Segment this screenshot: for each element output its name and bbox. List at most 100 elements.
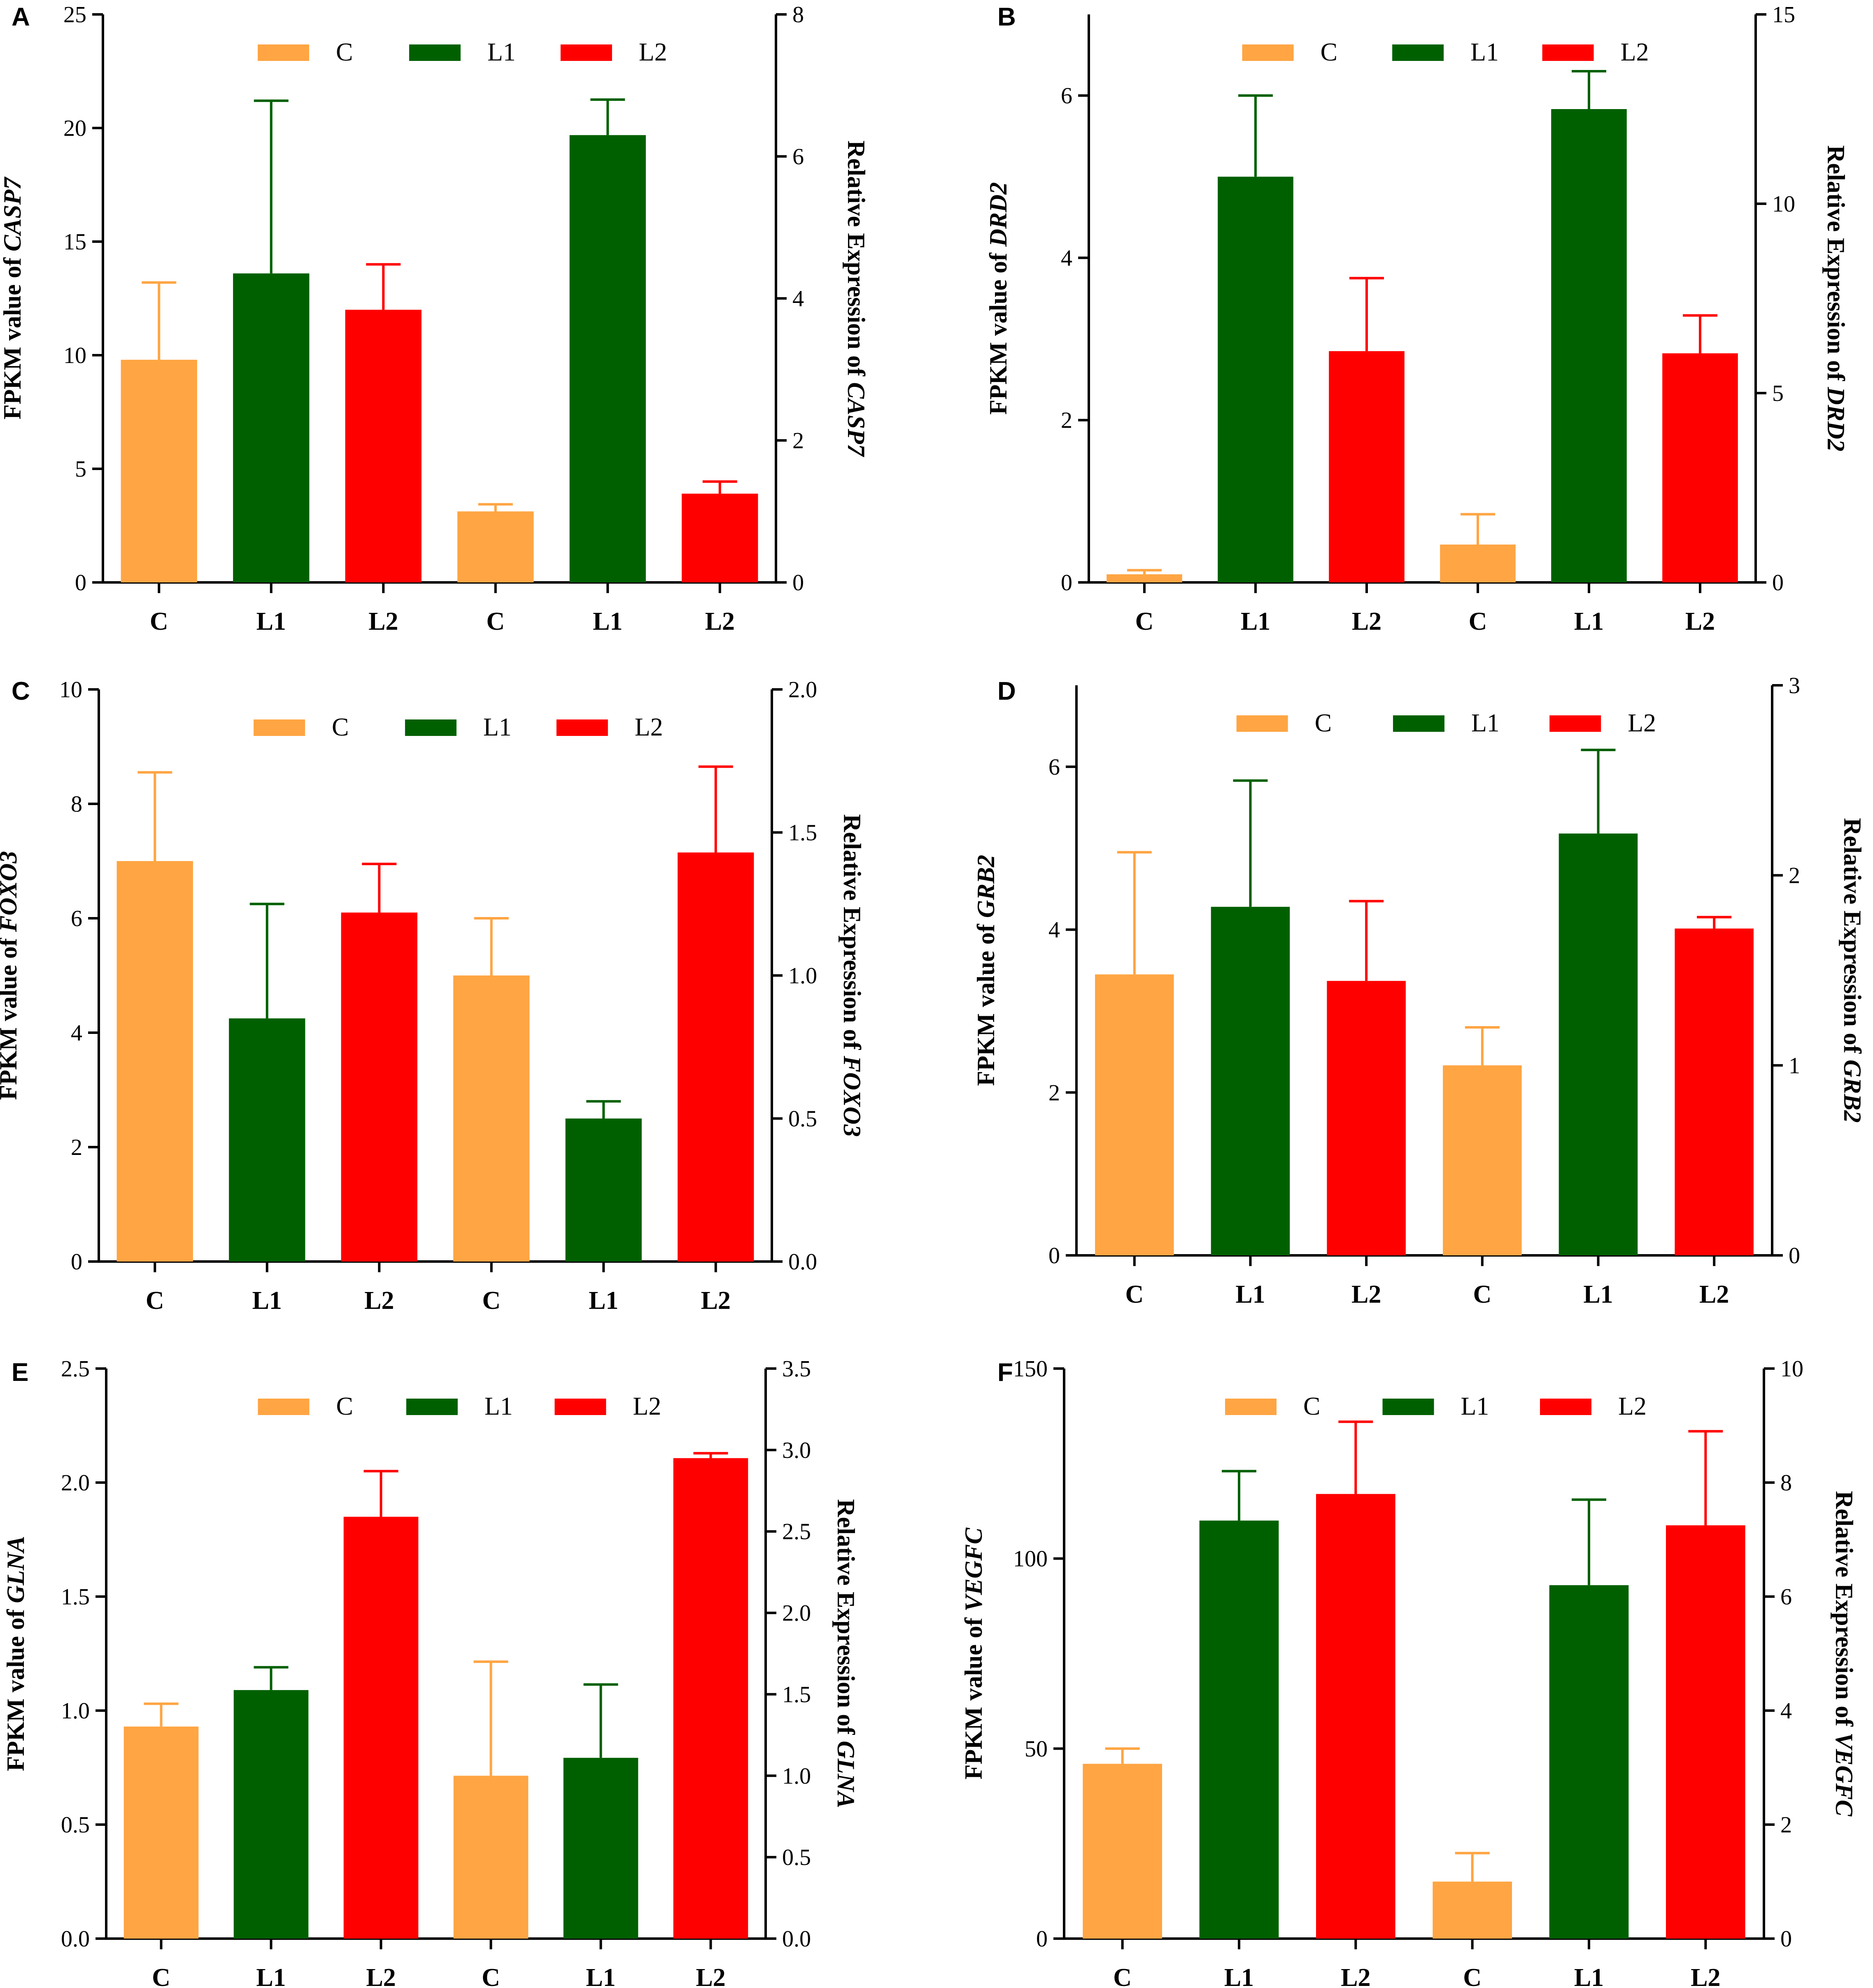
left-axis-title: FPKM value of FOXO3	[0, 851, 22, 1100]
legend-swatch-l2	[560, 44, 612, 61]
legend-label: C	[332, 713, 349, 741]
bar-c	[453, 975, 530, 1262]
category-label: L1	[1574, 608, 1604, 636]
left-tick-label: 100	[1013, 1546, 1048, 1572]
category-label: C	[152, 1964, 170, 1988]
category-label: L2	[366, 1964, 396, 1988]
bar-l2	[1316, 1494, 1395, 1939]
category-label: L2	[1699, 1280, 1729, 1308]
legend-label: C	[336, 38, 353, 66]
category-label: C	[482, 1964, 500, 1988]
left-tick-label: 2.0	[61, 1470, 90, 1496]
legend-label: L2	[1618, 1392, 1647, 1420]
bar-l1	[233, 273, 310, 582]
bar-l1	[565, 1118, 642, 1262]
right-axis-title: Relative Expression of VEGFC	[1831, 1491, 1858, 1817]
left-tick-label: 20	[63, 116, 86, 141]
left-tick-label: 2	[1061, 408, 1072, 433]
bar-l1	[1199, 1520, 1279, 1939]
right-tick-label: 0.0	[788, 1249, 817, 1275]
category-label: C	[1113, 1964, 1132, 1988]
panel-letter: B	[997, 3, 1016, 31]
left-tick-label: 4	[71, 1020, 82, 1046]
bar-c	[123, 1726, 199, 1939]
chart-panel-f: F 0 50 100 150 0 2 4 6 8 10 C L1 L2 C L1 L2 C L1 L2 FPKM val…	[960, 1356, 1858, 1988]
right-tick-label: 0.0	[782, 1926, 811, 1952]
left-tick-label: 0	[1036, 1926, 1048, 1952]
legend-label: L2	[1621, 38, 1649, 66]
category-label: L1	[1235, 1280, 1265, 1308]
left-tick-label: 4	[1048, 917, 1060, 943]
bar-c	[1443, 1065, 1522, 1255]
bar-c	[116, 861, 193, 1262]
right-tick-label: 0.5	[782, 1845, 811, 1870]
chart-panel-e: E 0.0 0.5 1.0 1.5 2.0 2.5 0.0 0.5 1.0 1.5 2.0 2.5 3.0…	[2, 1356, 860, 1988]
left-tick-label: 150	[1013, 1356, 1048, 1382]
legend-label: L2	[639, 38, 667, 66]
right-tick-label: 6	[1780, 1584, 1792, 1610]
category-label: L1	[593, 608, 622, 636]
bar-l2	[682, 494, 758, 582]
right-tick-label: 1.0	[788, 963, 817, 989]
legend-label: L1	[485, 1392, 513, 1420]
bar-l2	[673, 1458, 748, 1939]
left-tick-label: 6	[71, 906, 82, 931]
right-axis-title: Relative Expression of CASP7	[843, 140, 870, 457]
left-axis-title: FPKM value of CASP7	[0, 177, 26, 419]
bar-c	[453, 1776, 529, 1939]
category-label: C	[1125, 1280, 1144, 1308]
right-tick-label: 2	[1780, 1812, 1792, 1838]
right-tick-label: 15	[1772, 2, 1795, 28]
bar-l2	[1662, 353, 1738, 582]
category-label: C	[150, 608, 168, 636]
left-axis-title: FPKM value of GLNA	[2, 1536, 29, 1772]
bar-l1	[1549, 1585, 1629, 1939]
legend-swatch-l1	[1393, 715, 1444, 732]
category-label: C	[1473, 1280, 1491, 1308]
left-tick-label: 2.5	[61, 1356, 90, 1382]
legend-swatch-l2	[1540, 1399, 1591, 1415]
category-label: L2	[1352, 608, 1381, 636]
right-tick-label: 4	[1780, 1698, 1792, 1724]
right-tick-label: 1.0	[782, 1763, 811, 1789]
left-axis-title: FPKM value of VEGFC	[960, 1527, 987, 1780]
category-label: L1	[256, 1964, 286, 1988]
bar-c	[1095, 974, 1174, 1255]
right-tick-label: 2.0	[782, 1601, 811, 1626]
bar-l1	[569, 135, 646, 582]
right-tick-label: 1.5	[782, 1682, 811, 1707]
bar-l1	[1551, 109, 1627, 582]
chart-panel-a: A 0 5 10 15 20 25 0 2 4 6 8 C L1 L2 C L1 L2 C L1 L2 FPKM valu…	[0, 2, 870, 636]
legend-swatch-l1	[409, 44, 461, 61]
right-tick-label: 2	[792, 428, 804, 454]
category-label: C	[1469, 608, 1487, 636]
left-tick-label: 4	[1061, 245, 1072, 271]
left-tick-label: 5	[75, 456, 86, 482]
left-tick-label: 0.0	[61, 1926, 90, 1952]
panel-letter: C	[12, 677, 30, 705]
legend-swatch-c	[1242, 44, 1294, 61]
left-tick-label: 2	[71, 1135, 82, 1160]
right-tick-label: 1	[1789, 1053, 1800, 1078]
legend-swatch-l2	[554, 1399, 606, 1415]
category-label: L1	[252, 1287, 282, 1315]
left-axis-title: FPKM value of GRB2	[972, 855, 999, 1086]
left-tick-label: 1.0	[61, 1698, 90, 1724]
left-tick-label: 0	[71, 1249, 82, 1275]
left-tick-label: 6	[1061, 83, 1072, 109]
right-axis-title: Relative Expression of FOXO3	[839, 814, 866, 1137]
bar-c	[121, 360, 197, 582]
category-label: L1	[589, 1287, 618, 1315]
right-axis-title: Relative Expression of DRD2	[1822, 145, 1850, 452]
bar-c	[457, 511, 534, 582]
chart-panel-d: D 0 2 4 6 0 1 2 3 C L1 L2 C L1 L2 C L1 L2 FPKM value of GR…	[972, 673, 1866, 1308]
legend-swatch-l2	[1549, 715, 1601, 732]
legend-swatch-l1	[1382, 1399, 1434, 1415]
bar-l2	[343, 1517, 419, 1939]
legend-label: L2	[633, 1392, 661, 1420]
right-tick-label: 3.5	[782, 1356, 811, 1382]
bar-c	[1440, 545, 1516, 582]
bar-l1	[233, 1690, 309, 1939]
legend-label: C	[1315, 709, 1332, 737]
legend-label: C	[1303, 1392, 1320, 1420]
